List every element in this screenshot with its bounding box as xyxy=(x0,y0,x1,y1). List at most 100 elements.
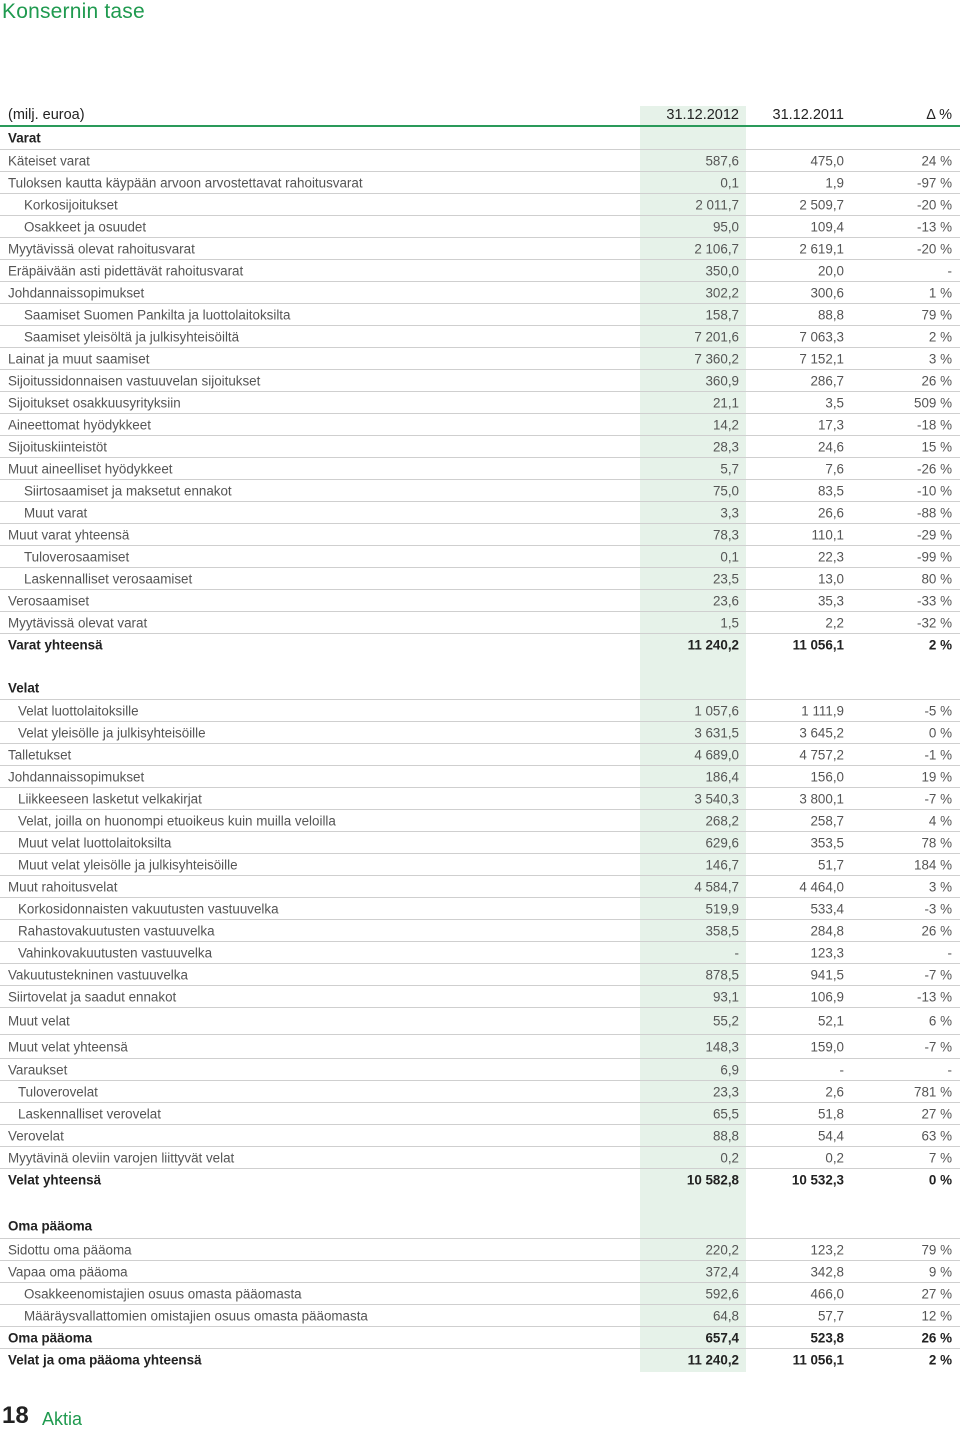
table-row: Velat yhteensä 10 582,8 10 532,3 0 % xyxy=(0,1168,960,1190)
value-2012: 88,8 xyxy=(712,1128,739,1143)
table-row: Vahinkovakuutusten vastuuvelka - 123,3 - xyxy=(0,941,960,963)
value-change: -88 % xyxy=(917,505,952,520)
value-change: 2 % xyxy=(928,1352,952,1367)
value-2011: 533,4 xyxy=(810,901,844,916)
row-label: Korkosijoitukset xyxy=(24,197,118,212)
value-change: -10 % xyxy=(917,483,952,498)
brand-name: Aktia xyxy=(42,1409,83,1429)
column-header-2012: 31.12.2012 xyxy=(666,107,739,123)
value-2011: 2 619,1 xyxy=(799,241,844,256)
value-change: 80 % xyxy=(921,571,952,586)
table-spacer xyxy=(0,1190,960,1214)
value-2012: 519,9 xyxy=(705,901,739,916)
table-row: Laskennalliset verosaamiset 23,5 13,0 80 % xyxy=(0,567,960,589)
table-row: Määräysvallattomien omistajien osuus oma… xyxy=(0,1304,960,1326)
row-label: Velat yleisölle ja julkisyhteisöille xyxy=(18,725,206,740)
value-2012: 220,2 xyxy=(705,1242,739,1257)
table-row: Saamiset yleisöltä ja julkisyhteisöiltä 7… xyxy=(0,325,960,347)
table-row: Korkosidonnaisten vakuutusten vastuuvelk… xyxy=(0,897,960,919)
value-2012: 11 240,2 xyxy=(687,637,739,652)
value-2011: 17,3 xyxy=(817,417,844,432)
table-row: Johdannaissopimukset 186,4 156,0 19 % xyxy=(0,765,960,787)
row-label: Laskennalliset verosaamiset xyxy=(24,571,193,586)
page-title: Konsernin tase xyxy=(2,0,145,23)
value-2012: 0,1 xyxy=(720,175,739,190)
table-row: Sijoituskiinteistöt 28,3 24,6 15 % xyxy=(0,435,960,457)
row-label: Johdannaissopimukset xyxy=(8,285,145,300)
value-2012: 268,2 xyxy=(705,813,739,828)
value-2012: 186,4 xyxy=(705,769,739,784)
value-2012: 23,3 xyxy=(712,1084,739,1099)
table-row: Varat yhteensä 11 240,2 11 056,1 2 % xyxy=(0,633,960,655)
row-label: Osakkeet ja osuudet xyxy=(24,219,147,234)
value-change: 1 % xyxy=(928,285,952,300)
value-2012: 587,6 xyxy=(705,153,739,168)
value-2011: 475,0 xyxy=(810,153,844,168)
value-2012: 65,5 xyxy=(712,1106,739,1121)
value-2011: 7 152,1 xyxy=(799,351,844,366)
value-2011: 523,8 xyxy=(810,1330,844,1345)
value-2012: 3,3 xyxy=(720,505,739,520)
table-row: Johdannaissopimukset 302,2 300,6 1 % xyxy=(0,281,960,303)
value-change: -18 % xyxy=(917,417,952,432)
table-row: Muut rahoitusvelat 4 584,7 4 464,0 3 % xyxy=(0,875,960,897)
value-2011: 159,0 xyxy=(810,1039,844,1054)
value-2012: 2 011,7 xyxy=(695,197,739,212)
value-2012: 350,0 xyxy=(705,263,739,278)
row-label: Lainat ja muut saamiset xyxy=(8,351,150,366)
table-body: Varat Käteiset varat 587,6 475,0 24 % Tulokse… xyxy=(0,127,960,1370)
value-2012: 3 540,3 xyxy=(694,791,739,806)
value-2011: 51,7 xyxy=(817,857,844,872)
value-change: 2 % xyxy=(928,329,952,344)
table-row: Eräpäivään asti pidettävät rahoitusvarat… xyxy=(0,259,960,281)
table-row: Aineettomat hyödykkeet 14,2 17,3 -18 % xyxy=(0,413,960,435)
value-2012: 3 631,5 xyxy=(694,725,739,740)
value-2011: 342,8 xyxy=(810,1264,844,1279)
value-2011: 300,6 xyxy=(810,285,844,300)
value-2012: 4 689,0 xyxy=(694,747,739,762)
value-change: 26 % xyxy=(921,923,952,938)
value-2012: 55,2 xyxy=(712,1013,739,1029)
row-label: Sijoituskiinteistöt xyxy=(8,439,107,454)
value-2011: 1,9 xyxy=(825,175,844,190)
row-label: Tuloksen kautta käypään arvoon arvostett… xyxy=(8,175,363,190)
table-row: Tuloksen kautta käypään arvoon arvostett… xyxy=(0,171,960,193)
table-row: Korkosijoitukset 2 011,7 2 509,7 -20 % xyxy=(0,193,960,215)
value-2011: 10 532,3 xyxy=(791,1172,844,1187)
value-change: 15 % xyxy=(921,439,952,454)
value-change: 6 % xyxy=(928,1013,952,1029)
value-2011: 2 509,7 xyxy=(799,197,844,212)
row-label: Muut velat xyxy=(8,1013,70,1029)
value-2011: 156,0 xyxy=(810,769,844,784)
row-label: Johdannaissopimukset xyxy=(8,769,145,784)
value-2012: 158,7 xyxy=(705,307,739,322)
value-change: -7 % xyxy=(924,1039,952,1054)
value-2011: 109,4 xyxy=(810,219,844,234)
value-2011: 0,2 xyxy=(825,1150,844,1165)
table-row: Muut aineelliset hyödykkeet 5,7 7,6 -26 % xyxy=(0,457,960,479)
value-2012: - xyxy=(734,945,739,960)
table-row: Siirtosaamiset ja maksetut ennakot 75,0 83… xyxy=(0,479,960,501)
row-label: Oma pääoma xyxy=(8,1330,93,1345)
value-change: - xyxy=(947,1062,952,1077)
table-row: Tuloverovelat 23,3 2,6 781 % xyxy=(0,1080,960,1102)
row-label: Velat ja oma pääoma yhteensä xyxy=(8,1352,202,1367)
table-spacer xyxy=(0,655,960,677)
row-label: Talletukset xyxy=(8,747,72,762)
value-2011: 26,6 xyxy=(817,505,844,520)
value-2012: 6,9 xyxy=(720,1062,739,1077)
value-change: -29 % xyxy=(917,527,952,542)
table-row: Myytävissä olevat varat 1,5 2,2 -32 % xyxy=(0,611,960,633)
value-2011: 20,0 xyxy=(817,263,844,278)
value-2011: 57,7 xyxy=(817,1308,844,1323)
value-2011: 11 056,1 xyxy=(792,637,844,652)
value-change: 27 % xyxy=(921,1106,952,1121)
value-change: 24 % xyxy=(921,153,952,168)
row-label: Eräpäivään asti pidettävät rahoitusvarat xyxy=(8,263,244,278)
value-2012: 11 240,2 xyxy=(687,1352,739,1367)
value-2012: 28,3 xyxy=(712,439,739,454)
value-2012: 5,7 xyxy=(720,461,739,476)
row-label: Vakuutustekninen vastuuvelka xyxy=(8,967,188,982)
value-2012: 21,1 xyxy=(712,395,739,410)
section-heading: Oma pääoma xyxy=(0,1214,960,1238)
